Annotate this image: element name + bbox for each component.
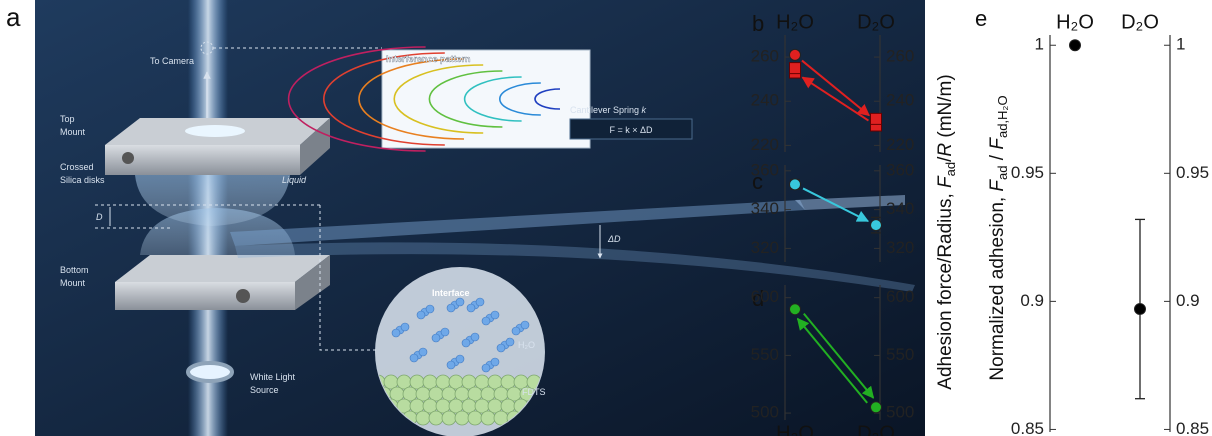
liquid-label: Liquid [282,175,307,185]
light-source [188,363,232,381]
y-tick-label: 0.85 [1176,419,1209,436]
interference-label: Interference pattern [386,54,471,64]
y-tick-label: 1 [1176,35,1185,54]
y-tick-label: 240 [886,91,914,110]
y-tick-label: 1 [1035,35,1044,54]
water-atom [456,298,464,306]
fdts-atom [429,411,443,425]
water-atom [506,338,514,346]
y-tick-label: 0.9 [1020,291,1044,310]
x-category-label: D₂O [1121,11,1159,33]
water-atom [491,311,499,319]
fdts-atom [481,411,495,425]
figure: a To Camera ΔD D TopMount CrossedSi [0,0,1212,436]
x-category-label: H₂O [776,11,814,33]
fdts-atom [416,411,430,425]
water-atom [491,358,499,366]
y-tick-label: 340 [886,199,914,218]
y-tick-label: 0.9 [1176,291,1200,310]
data-point [790,49,801,60]
y-tick-label: 500 [886,403,914,422]
water-atom [432,334,440,342]
y-axis-label: Adhesion force/Radius, Fad/R (mN/m) [935,74,958,389]
interference-box [382,50,590,148]
bottom-mount [115,282,295,310]
data-point [1070,40,1081,51]
x-category-label: D₂O [857,422,895,436]
water-atom [456,355,464,363]
y-tick-label: 240 [751,91,779,110]
water-atom [447,304,455,312]
water-atom [462,339,470,347]
deflection-label: ΔD [607,234,621,244]
y-tick-label: 220 [886,135,914,154]
top-mount [105,145,300,175]
formula: F = k × ΔD [609,125,653,135]
y-tick-label: 320 [886,238,914,257]
interface-label: Interface [432,288,470,298]
data-point [790,179,801,190]
water-atom [512,327,520,335]
fdts-atom [455,411,469,425]
water-atom [471,333,479,341]
y-tick-label: 550 [751,345,779,364]
water-atom [417,311,425,319]
water-atom [482,364,490,372]
water-atom [447,361,455,369]
water-atom [419,348,427,356]
cantilever-label: Cantilever Spring k [570,105,647,115]
fdts-atom [468,411,482,425]
water-atom [392,329,400,337]
data-point [871,402,882,413]
y-tick-label: 220 [751,135,779,154]
y-tick-label: 500 [751,403,779,422]
y-tick-label: 260 [886,47,914,66]
y-axis-label: Normalized adhesion, Fad / Fad,H₂O [987,95,1010,380]
fdts-label: FDTS [522,387,546,397]
water-atom [426,305,434,313]
screw [236,289,250,303]
panel-label: a [6,2,21,32]
water-label: H₂O [518,340,535,350]
y-tick-label: 550 [886,345,914,364]
x-category-label: D₂O [857,11,895,33]
y-tick-label: 360 [886,160,914,179]
bottom-mount [115,255,330,282]
y-tick-label: 600 [886,287,914,306]
data-point [871,113,882,124]
y-tick-label: 600 [751,287,779,306]
y-tick-label: 0.85 [1011,419,1044,436]
data-point [1135,304,1146,315]
y-tick-label: 360 [751,160,779,179]
fdts-atom [442,411,456,425]
water-atom [401,323,409,331]
water-atom [497,344,505,352]
y-tick-label: 260 [751,47,779,66]
panel-label: e [975,6,987,31]
panel-label: b [752,11,764,36]
water-atom [410,354,418,362]
water-atom [482,317,490,325]
water-atom [521,321,529,329]
y-tick-label: 340 [751,199,779,218]
water-atom [476,298,484,306]
water-atom [467,304,475,312]
y-tick-label: 0.95 [1176,163,1209,182]
x-category-label: H₂O [1056,11,1094,33]
water-atom [441,328,449,336]
y-tick-label: 320 [751,238,779,257]
window [185,125,245,137]
screw [122,152,134,164]
camera-label: To Camera [150,56,194,66]
y-tick-label: 0.95 [1011,163,1044,182]
data-point [790,63,801,74]
data-point [871,220,882,231]
x-category-label: H₂O [776,422,814,436]
distance-label: D [96,212,103,222]
data-point [790,304,801,315]
